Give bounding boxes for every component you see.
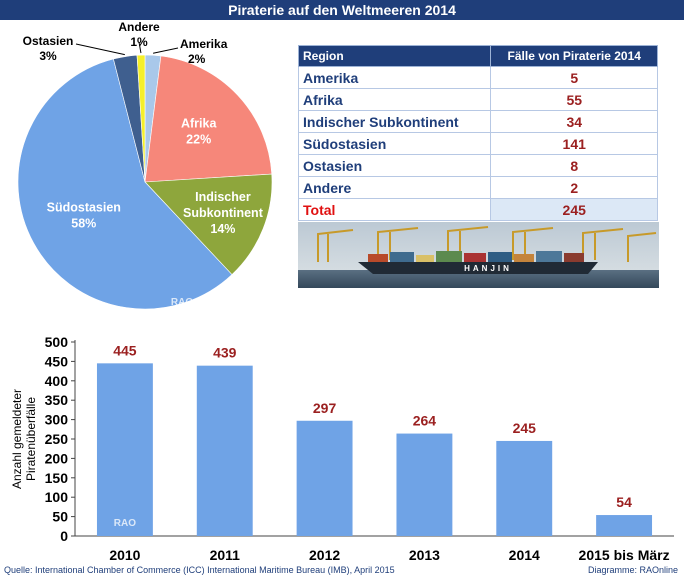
row-cases: 141	[490, 132, 658, 155]
bar-watermark: RAO	[114, 518, 136, 529]
pie-percent: 3%	[39, 49, 57, 63]
y-axis-label: Anzahl gemeldeter Piratenüberfälle	[10, 389, 38, 489]
bar-2014	[496, 440, 553, 536]
x-tick-label: 2013	[409, 547, 440, 563]
pie-leader-line	[138, 41, 142, 54]
x-tick-label: 2014	[509, 547, 540, 563]
pie-slice-5	[136, 54, 146, 183]
pie-label: Ostasien	[23, 34, 74, 48]
table-total-row: Total 245	[297, 198, 658, 221]
x-tick-label: 2011	[210, 547, 241, 563]
bar-value-label: 439	[213, 345, 237, 361]
pie-leader-line	[75, 43, 125, 56]
y-tick-label: 50	[52, 509, 68, 525]
row-cases: 2	[490, 176, 658, 199]
x-tick-label: 2015 bis März	[579, 547, 670, 563]
pie-label: Afrika	[181, 117, 217, 131]
y-tick-label: 100	[45, 489, 69, 505]
bar-value-label: 54	[616, 494, 632, 510]
y-tick-label: 200	[45, 450, 69, 466]
pie-percent: 1%	[130, 35, 148, 49]
bar-value-label: 297	[313, 400, 337, 416]
row-region: Amerika	[297, 66, 492, 89]
total-cases: 245	[490, 198, 658, 221]
row-region: Ostasien	[297, 154, 492, 177]
pie-label: Amerika	[180, 37, 228, 51]
row-cases: 55	[490, 88, 658, 111]
y-tick-label: 450	[45, 353, 69, 369]
y-tick-label: 400	[45, 373, 69, 389]
ship-name: HANJIN	[464, 264, 512, 273]
table-row: Afrika 55	[297, 88, 658, 111]
x-tick-label: 2010	[109, 547, 140, 563]
table-row: Indischer Subkontinent 34	[297, 110, 658, 133]
y-tick-label: 0	[60, 528, 68, 544]
row-cases: 5	[490, 66, 658, 89]
header-cases: Fälle von Piraterie 2014	[490, 45, 658, 67]
row-region: Südostasien	[297, 132, 492, 155]
credit-note: Diagramme: RAOnline	[587, 565, 678, 575]
pie-slice-3	[17, 58, 233, 310]
pie-slice-1	[144, 55, 273, 183]
bar-value-label: 445	[113, 342, 137, 358]
pie-percent: 58%	[71, 217, 96, 231]
bar-value-label: 245	[513, 420, 537, 436]
source-note: Quelle: International Chamber of Commerc…	[4, 565, 395, 575]
pie-percent: 14%	[210, 222, 235, 236]
pie-label: Andere	[118, 20, 160, 34]
pie-label: Subkontinent	[183, 206, 264, 220]
pie-percent: 2%	[188, 52, 206, 66]
pie-watermark: RAO	[171, 297, 193, 308]
bar-chart: 0 50 100 150 200 250 300 350 400 450 500 445 2010 439…	[10, 334, 674, 563]
chart-title: Piraterie auf den Weltmeeren 2014	[0, 0, 684, 20]
header-region: Region	[297, 45, 492, 67]
row-region: Afrika	[297, 88, 492, 111]
table-row: Amerika 5	[297, 66, 658, 89]
bar-2012	[296, 420, 353, 536]
container-ship-photo: HANJIN	[298, 222, 659, 288]
bar-2010	[96, 363, 153, 536]
bar-2013	[396, 433, 453, 536]
y-tick-label: 250	[45, 431, 69, 447]
table-row: Andere 2	[297, 176, 658, 199]
bar-2015-bis-März	[596, 515, 653, 536]
table-row: Südostasien 141	[297, 132, 658, 155]
pie-label: Indischer	[195, 190, 251, 204]
table-row: Ostasien 8	[297, 154, 658, 177]
piracy-table: Region Fälle von Piraterie 2014 Amerika …	[297, 45, 658, 221]
pie-percent: 22%	[186, 133, 211, 147]
y-axis-label-line: Piratenüberfälle	[24, 397, 38, 481]
table-header-row: Region Fälle von Piraterie 2014	[297, 45, 658, 67]
ship-hull	[358, 262, 598, 274]
y-tick-label: 300	[45, 412, 69, 428]
row-region: Indischer Subkontinent	[297, 110, 492, 133]
y-tick-label: 350	[45, 392, 69, 408]
y-axis-label-line: Anzahl gemeldeter	[10, 389, 24, 489]
y-tick-label: 150	[45, 470, 69, 486]
pie-leader-line	[152, 47, 179, 54]
total-label: Total	[297, 198, 492, 221]
y-tick-label: 500	[45, 334, 69, 350]
row-region: Andere	[297, 176, 492, 199]
bar-2011	[196, 365, 253, 536]
row-cases: 34	[490, 110, 658, 133]
x-tick-label: 2012	[309, 547, 340, 563]
bar-value-label: 264	[413, 413, 437, 429]
pie-chart: Afrika 22% Indischer Subkontinent 14% Südosta…	[17, 20, 273, 310]
row-cases: 8	[490, 154, 658, 177]
pie-label: Südostasien	[47, 201, 121, 215]
containers	[368, 251, 584, 262]
pie-slice-2	[144, 173, 273, 276]
